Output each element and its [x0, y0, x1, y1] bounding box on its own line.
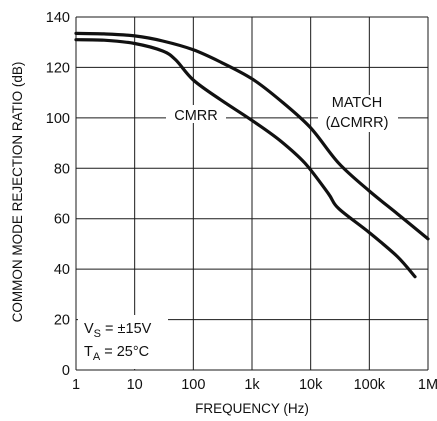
x-tick-label: 1k	[244, 377, 260, 393]
x-tick-label: 1M	[418, 377, 437, 393]
y-tick-label: 0	[62, 363, 70, 379]
y-tick-label: 20	[54, 313, 70, 329]
match-label-bg	[318, 95, 398, 132]
y-axis-title: COMMON MODE REJECTION RATIO (dB)	[10, 62, 25, 323]
vs-subscript: S	[94, 328, 101, 340]
vs-condition: VS = ±15V	[84, 321, 152, 340]
y-tick-label: 40	[54, 262, 70, 278]
cmrr-series-label: CMRR	[174, 108, 218, 124]
y-tick-label: 140	[46, 10, 70, 26]
x-tick-label: 10k	[299, 377, 323, 393]
vs-symbol: V	[84, 321, 94, 337]
match-series-label: MATCH	[332, 95, 382, 111]
grid	[75, 16, 429, 371]
match-series-label-line2: (ΔCMRR)	[326, 115, 389, 131]
cmrr-label-bg	[166, 105, 226, 123]
ta-value: = 25°C	[100, 344, 149, 360]
x-axis-title: FREQUENCY (Hz)	[195, 401, 309, 416]
match-series-line	[74, 31, 430, 241]
vs-value: = ±15V	[101, 321, 152, 337]
y-tick-label: 100	[46, 111, 70, 127]
tick-labels: 0 20 40 60 80 100 120 140 1 10 100 1k 10k 100k 1M	[46, 10, 437, 393]
x-tick-label: 10	[127, 377, 143, 393]
y-tick-label: 60	[54, 212, 70, 228]
y-tick-label: 80	[54, 161, 70, 177]
x-tick-label: 100	[181, 377, 205, 393]
series-lines	[74, 31, 430, 279]
x-tick-label: 100k	[354, 377, 386, 393]
cmrr-series-line	[74, 38, 417, 279]
conditions-bg	[78, 315, 168, 369]
ta-condition: TA = 25°C	[84, 344, 149, 363]
ta-subscript: A	[93, 351, 101, 363]
ta-symbol: T	[84, 344, 93, 360]
y-tick-label: 120	[46, 60, 70, 76]
x-tick-label: 1	[72, 377, 80, 393]
